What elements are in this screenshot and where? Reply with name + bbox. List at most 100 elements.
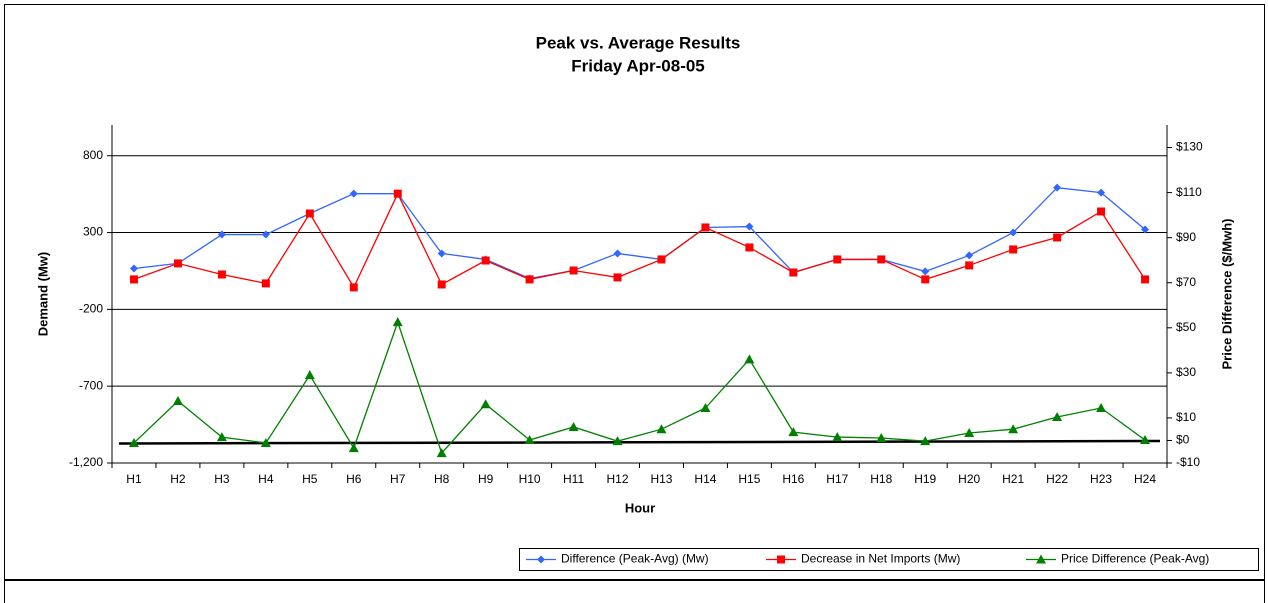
x-tick-label: H13 (650, 472, 672, 486)
marker (1036, 554, 1046, 564)
marker (613, 249, 622, 258)
marker (701, 223, 710, 232)
marker (568, 421, 579, 431)
marker (525, 275, 534, 284)
marker (1008, 424, 1019, 434)
marker (700, 403, 711, 413)
x-tick-label: H14 (694, 472, 716, 486)
marker (1009, 228, 1018, 237)
marker (524, 435, 535, 445)
marker (481, 256, 490, 265)
y2-tick-label: $30 (1176, 365, 1196, 379)
x-tick-label: H24 (1134, 472, 1156, 486)
marker (788, 427, 799, 437)
x-tick-label: H15 (738, 472, 760, 486)
marker (745, 222, 754, 231)
x-tick-label: H20 (958, 472, 980, 486)
legend-box (519, 548, 1259, 571)
marker (965, 251, 974, 260)
chart-border (4, 4, 1265, 580)
x-axis-title: Hour (625, 500, 655, 515)
marker (1097, 188, 1106, 197)
x-tick-label: H1 (126, 472, 142, 486)
marker (1096, 403, 1107, 413)
y-tick-label: -200 (79, 302, 103, 316)
marker (1097, 207, 1106, 216)
marker (1140, 435, 1151, 445)
y-tick-label: -700 (79, 378, 103, 392)
marker (1053, 183, 1062, 192)
marker (393, 189, 402, 198)
marker (304, 370, 315, 380)
marker (1009, 245, 1018, 254)
legend-label: Difference (Peak-Avg) (Mw) (561, 552, 709, 566)
x-tick-label: H19 (914, 472, 936, 486)
x-tick-label: H6 (346, 472, 362, 486)
marker (569, 266, 578, 275)
y2-tick-label: $70 (1176, 275, 1196, 289)
marker (789, 268, 798, 277)
marker (1053, 233, 1062, 242)
x-tick-label: H9 (478, 472, 494, 486)
x-tick-label: H4 (258, 472, 274, 486)
marker (129, 275, 138, 284)
marker (392, 317, 403, 327)
marker (920, 436, 931, 446)
series-line (133, 320, 1146, 455)
marker (349, 283, 358, 292)
x-tick-label: H10 (519, 472, 541, 486)
marker (745, 243, 754, 252)
x-tick-label: H7 (390, 472, 406, 486)
y2-axis-title: Price Difference ($/Mwh) (1219, 219, 1234, 370)
marker (437, 280, 446, 289)
marker (217, 230, 226, 239)
series-line (133, 192, 1146, 289)
x-tick-label: H23 (1090, 472, 1112, 486)
marker (128, 437, 139, 447)
marker (657, 255, 666, 264)
marker (173, 259, 182, 268)
marker (348, 443, 359, 453)
marker (1141, 275, 1150, 284)
marker (437, 249, 446, 258)
x-tick-label: H5 (302, 472, 318, 486)
marker (656, 424, 667, 434)
marker (217, 270, 226, 279)
marker (436, 448, 447, 458)
marker (613, 273, 622, 282)
x-tick-label: H11 (563, 472, 584, 486)
y-tick-label: 800 (83, 148, 103, 162)
legend-label: Decrease in Net Imports (Mw) (801, 552, 960, 566)
x-tick-label: H18 (870, 472, 892, 486)
marker (1052, 412, 1063, 422)
marker (777, 555, 785, 564)
x-tick-label: H22 (1046, 472, 1068, 486)
x-tick-label: H2 (170, 472, 186, 486)
legend-label: Price Difference (Peak-Avg) (1061, 552, 1209, 566)
x-tick-label: H17 (826, 472, 848, 486)
marker (260, 437, 271, 447)
marker (1141, 225, 1150, 234)
marker (480, 399, 491, 409)
x-tick-label: H21 (1002, 472, 1024, 486)
x-tick-label: H12 (607, 472, 629, 486)
marker (877, 255, 886, 264)
marker (832, 432, 843, 442)
marker (216, 432, 227, 442)
marker (172, 396, 183, 406)
y-tick-label: -1,200 (69, 455, 103, 469)
y2-tick-label: $90 (1176, 230, 1196, 244)
marker (833, 255, 842, 264)
chart-subtitle: Friday Apr-08-05 (571, 56, 705, 75)
y2-tick-label: $10 (1176, 410, 1196, 424)
marker (305, 209, 314, 218)
y-axis-title: Demand (Mw) (35, 252, 50, 337)
marker (964, 428, 975, 438)
y-tick-label: 300 (83, 225, 103, 239)
marker (261, 230, 270, 239)
marker (537, 555, 545, 564)
x-tick-label: H16 (782, 472, 804, 486)
marker (921, 275, 930, 284)
x-tick-label: H3 (214, 472, 230, 486)
marker (612, 436, 623, 446)
